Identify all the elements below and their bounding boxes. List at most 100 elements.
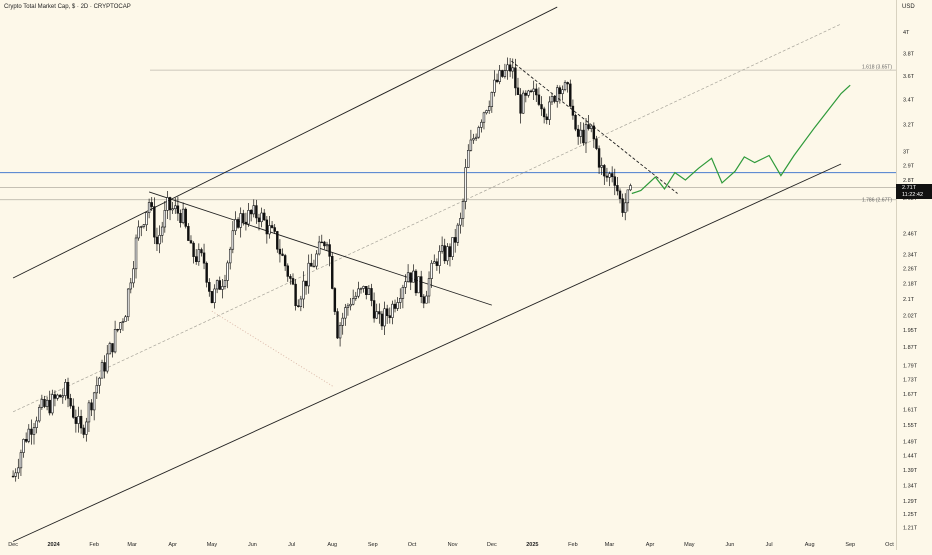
x-tick-label: Mar [605, 542, 615, 548]
candle-body [45, 399, 49, 407]
candle-body [260, 212, 263, 223]
x-tick-label: Aug [805, 542, 815, 548]
candle-body [192, 242, 195, 257]
candle-body [482, 112, 486, 123]
candle-body [603, 165, 606, 177]
candle-body [11, 475, 15, 478]
candle-body [621, 198, 624, 213]
candle-body [367, 288, 371, 295]
candle-body [236, 219, 240, 228]
candle-body [495, 79, 499, 82]
candle-body [346, 305, 350, 308]
bar-countdown: 11:22:42 [902, 192, 924, 198]
candle-body [626, 189, 630, 204]
candle-body [121, 321, 125, 323]
y-tick-label: 4T [903, 30, 910, 36]
candle-body [477, 127, 480, 138]
candle-body [72, 405, 75, 418]
candle-body [200, 249, 203, 254]
y-tick-label: 1.87T [903, 345, 918, 351]
candle-body [566, 82, 569, 85]
candle-body [338, 325, 342, 339]
candle-body [556, 87, 559, 102]
candle-body [498, 70, 501, 82]
candle-body [278, 248, 282, 255]
y-tick-label: 2.18T [903, 282, 918, 288]
candle-body [328, 244, 331, 257]
y-tick-label: 3.8T [903, 51, 915, 57]
x-tick-label: 2025 [526, 542, 538, 548]
trendline-channel-mid [12, 23, 842, 413]
y-tick-label: 1.39T [903, 468, 918, 474]
candle-body [430, 262, 433, 279]
candle-body [100, 362, 104, 379]
candle-body [508, 64, 512, 72]
candle-body [323, 241, 326, 247]
candle-body [336, 311, 339, 339]
candle-body [317, 241, 321, 255]
candle-body [234, 219, 237, 232]
candle-body [516, 87, 520, 95]
candle-body [307, 262, 310, 287]
candle-body [608, 173, 611, 178]
y-tick-label: 2.9T [903, 163, 915, 169]
candle-body [532, 88, 535, 92]
candle-body [613, 176, 616, 186]
candle-body [124, 316, 127, 322]
y-tick-label: 1.34T [903, 483, 918, 489]
y-tick-label: 2.34T [903, 252, 918, 258]
candle-body [365, 286, 368, 295]
candle-body [514, 67, 517, 89]
x-tick-label: Apr [168, 542, 177, 548]
candle-body [542, 108, 546, 118]
x-tick-label: Feb [89, 542, 98, 548]
candle-body [221, 286, 224, 290]
candle-body [315, 253, 318, 267]
candle-body [576, 128, 580, 137]
candle-body [69, 398, 72, 407]
candle-body [58, 394, 62, 398]
level-label: 1.618 (3.65T) [862, 65, 892, 71]
candle-body [43, 399, 46, 407]
candle-body [210, 291, 214, 303]
y-tick-label: 2.8T [903, 178, 915, 184]
candle-body [574, 115, 577, 130]
candle-body [255, 205, 258, 219]
candle-body [281, 253, 284, 256]
candle-body [98, 377, 101, 386]
candle-body [383, 308, 386, 327]
candle-body [113, 329, 117, 353]
candle-body [624, 202, 627, 213]
candle-body [129, 282, 133, 290]
x-tick-label: Mar [127, 542, 137, 548]
candle-body [359, 288, 363, 290]
y-tick-label: 1.25T [903, 512, 918, 518]
candle-body [464, 167, 467, 202]
candle-body [181, 208, 185, 223]
candle-body [558, 87, 562, 95]
candle-body [202, 252, 206, 264]
candle-body [142, 224, 146, 227]
candle-body [351, 298, 355, 305]
candle-body [401, 287, 405, 299]
candle-body [90, 402, 93, 411]
candle-body [106, 353, 109, 372]
candle-body [443, 245, 446, 262]
candle-body [85, 421, 88, 435]
candle-body [587, 124, 590, 129]
candle-body [24, 439, 28, 442]
candle-body [140, 226, 143, 228]
candle-body [493, 79, 496, 93]
y-tick-label: 2.02T [903, 313, 918, 319]
candle-body [438, 250, 441, 266]
candle-body [417, 276, 420, 294]
y-tick-label: 2.26T [903, 267, 918, 273]
candle-body [299, 298, 303, 307]
candle-body [600, 165, 603, 168]
candle-body [419, 276, 423, 298]
candle-body [467, 150, 470, 168]
candle-body [56, 394, 59, 399]
candle-body [208, 282, 211, 292]
